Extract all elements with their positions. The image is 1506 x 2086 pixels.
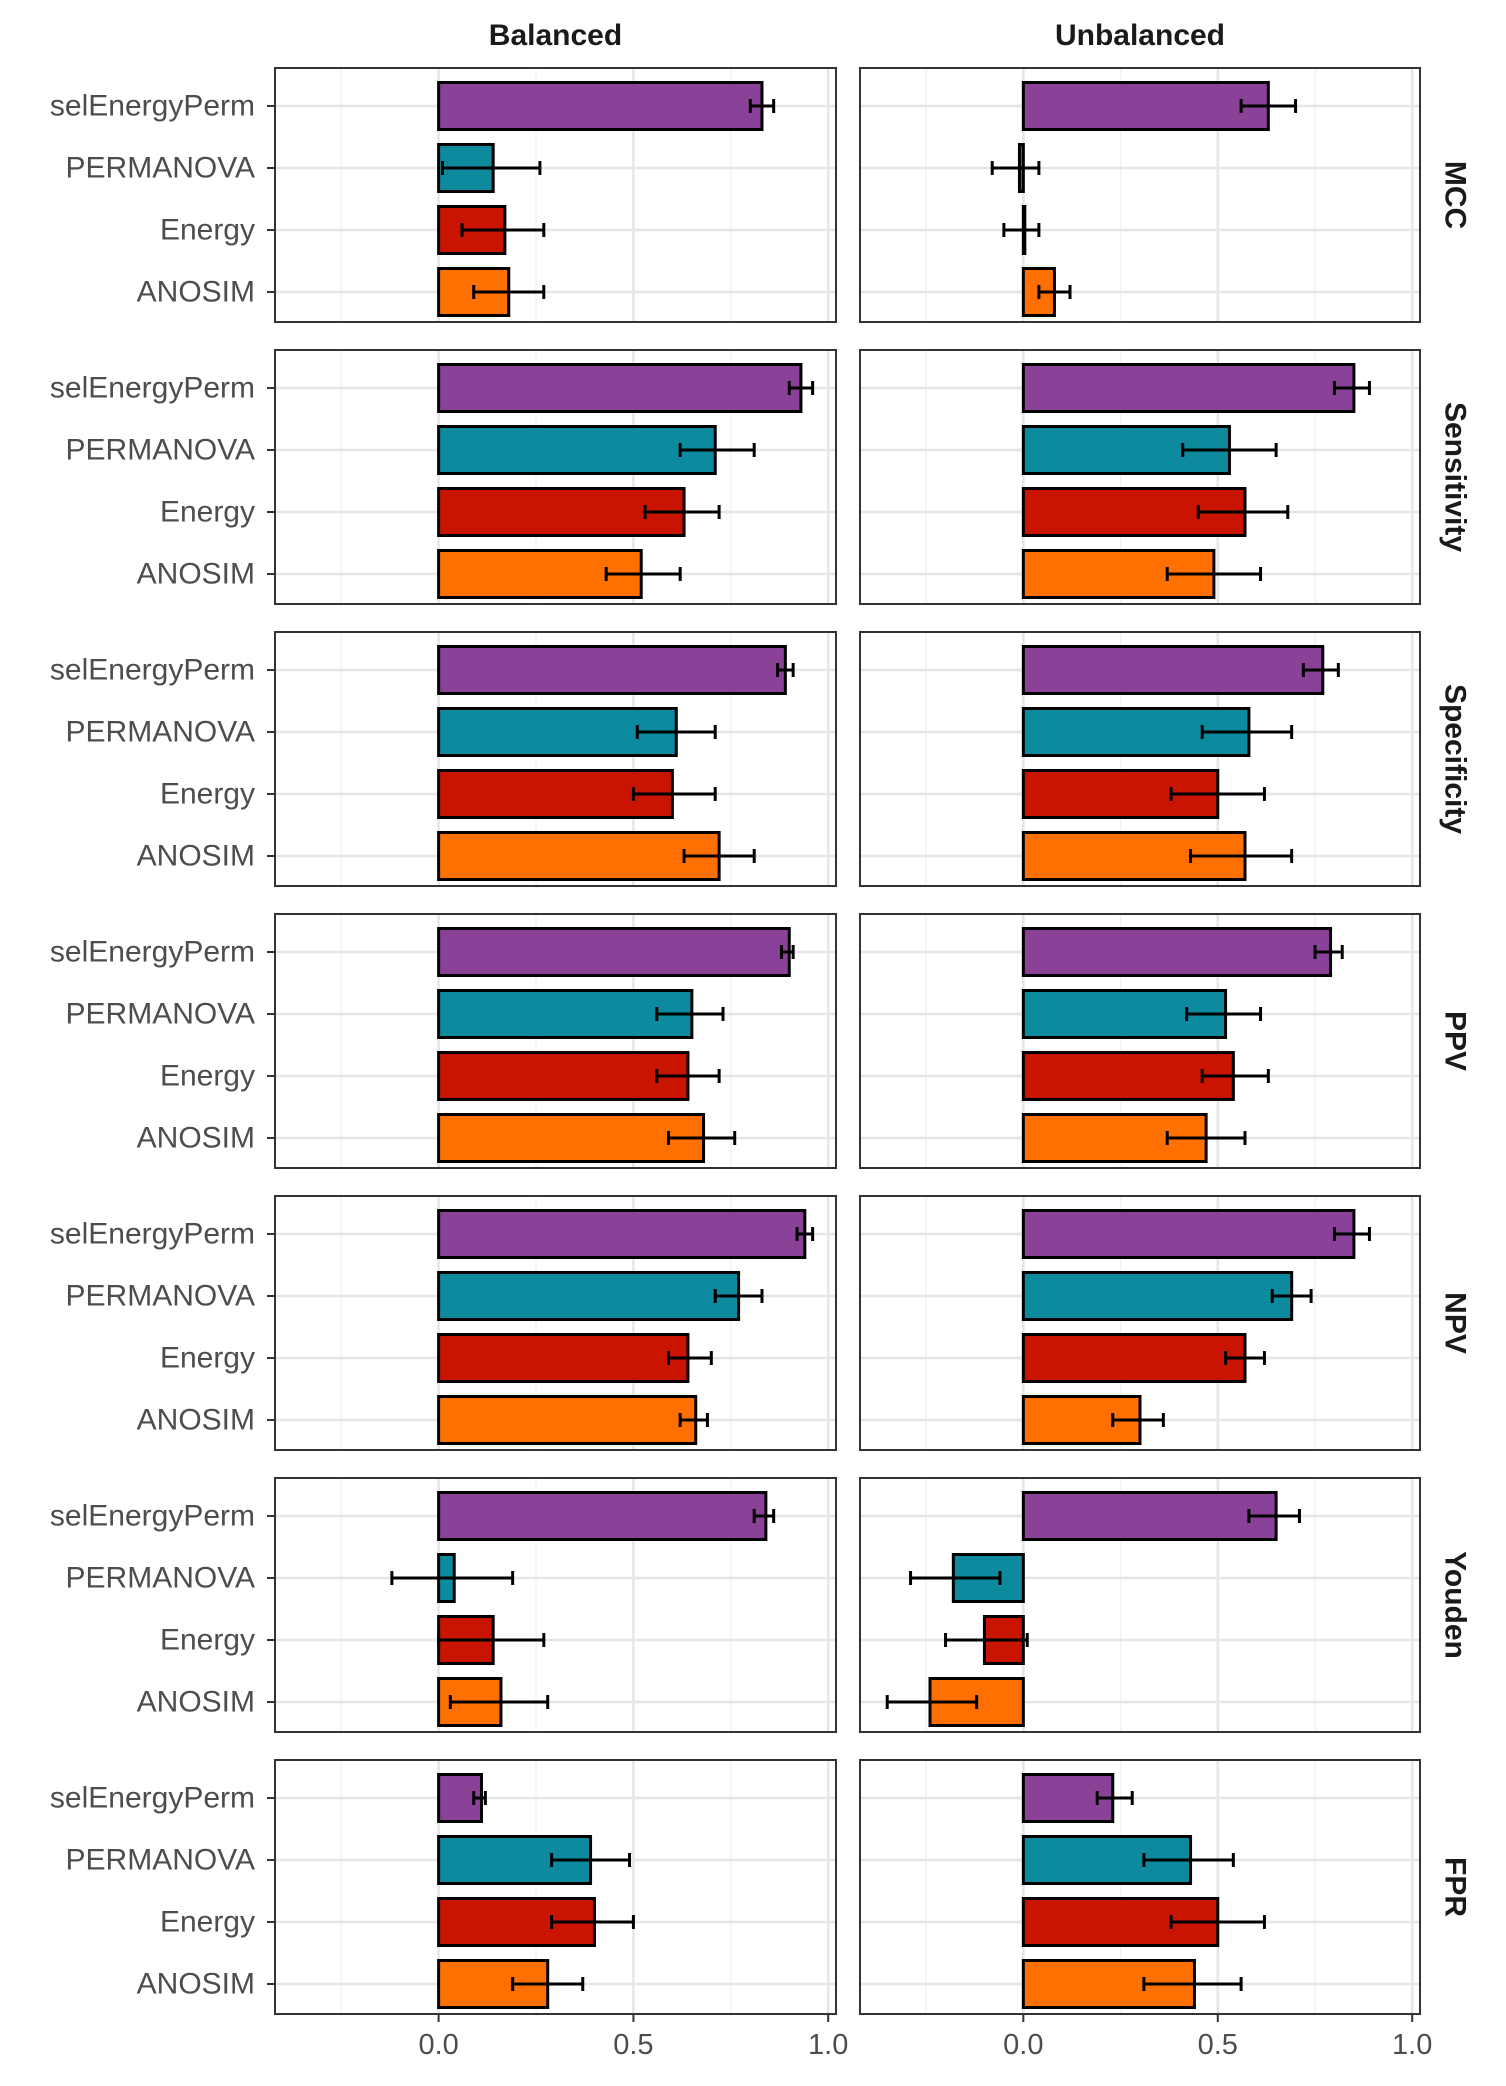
panel-border xyxy=(274,67,837,323)
category-label: ANOSIM xyxy=(137,1404,255,1437)
panel-fpr-unbalanced xyxy=(859,1759,1421,2015)
bar-anosim xyxy=(437,1113,706,1163)
category-label: Energy xyxy=(160,1060,255,1093)
panel-sensitivity-balanced xyxy=(274,349,837,605)
panel-border xyxy=(859,1195,1421,1451)
bar-energy xyxy=(437,1333,690,1383)
category-label: ANOSIM xyxy=(137,1968,255,2001)
row-title-ppv: PPV xyxy=(1439,1011,1472,1071)
panel-specificity-balanced xyxy=(274,631,837,887)
row-title-fpr: FPR xyxy=(1439,1857,1472,1917)
category-label: selEnergyPerm xyxy=(50,90,255,123)
panel-border xyxy=(274,913,837,1169)
bar-permanova xyxy=(437,989,694,1039)
panel-border xyxy=(274,1195,837,1451)
category-label: selEnergyPerm xyxy=(50,372,255,405)
column-title-unbalanced: Unbalanced xyxy=(1055,19,1225,52)
panel-npv-balanced xyxy=(274,1195,837,1451)
bar-selenergyperm xyxy=(1021,1773,1115,1823)
bar-permanova xyxy=(1021,1271,1294,1321)
panel-ppv-balanced xyxy=(274,913,837,1169)
bar-selenergyperm xyxy=(437,81,764,131)
panel-ppv-unbalanced xyxy=(859,913,1421,1169)
category-label: selEnergyPerm xyxy=(50,654,255,687)
bar-selenergyperm xyxy=(1021,363,1356,413)
bar-selenergyperm xyxy=(437,927,791,977)
panel-border xyxy=(274,631,837,887)
category-label: PERMANOVA xyxy=(66,1562,255,1595)
category-label: selEnergyPerm xyxy=(50,936,255,969)
category-label: selEnergyPerm xyxy=(50,1782,255,1815)
bar-permanova xyxy=(437,1271,741,1321)
category-label: Energy xyxy=(160,496,255,529)
panel-fpr-balanced xyxy=(274,1759,837,2015)
panel-youden-balanced xyxy=(274,1477,837,1733)
bar-selenergyperm xyxy=(437,363,803,413)
bar-anosim xyxy=(437,1395,698,1445)
category-label: Energy xyxy=(160,1624,255,1657)
panel-mcc-unbalanced xyxy=(859,67,1421,323)
bar-anosim xyxy=(437,831,721,881)
category-label: PERMANOVA xyxy=(66,998,255,1031)
bar-selenergyperm xyxy=(437,1491,768,1541)
category-label: Energy xyxy=(160,1342,255,1375)
panel-border xyxy=(274,1477,837,1733)
x-tick-label: 0.0 xyxy=(418,2029,458,2061)
x-tick-label: 1.0 xyxy=(808,2029,848,2061)
panel-border xyxy=(859,349,1421,605)
category-label: Energy xyxy=(160,778,255,811)
row-title-sensitivity: Sensitivity xyxy=(1439,402,1472,552)
panel-mcc-balanced xyxy=(274,67,837,323)
category-label: PERMANOVA xyxy=(66,1280,255,1313)
row-title-mcc: MCC xyxy=(1439,161,1472,229)
bar-selenergyperm xyxy=(1021,1209,1356,1259)
category-label: PERMANOVA xyxy=(66,1844,255,1877)
panel-npv-unbalanced xyxy=(859,1195,1421,1451)
panel-border xyxy=(859,1477,1421,1733)
panel-youden-unbalanced xyxy=(859,1477,1421,1733)
panel-sensitivity-unbalanced xyxy=(859,349,1421,605)
category-label: selEnergyPerm xyxy=(50,1500,255,1533)
bar-permanova xyxy=(437,425,717,475)
panel-border xyxy=(859,913,1421,1169)
category-label: ANOSIM xyxy=(137,840,255,873)
panel-border xyxy=(274,1759,837,2015)
x-tick-label: 0.5 xyxy=(613,2029,653,2061)
row-title-specificity: Specificity xyxy=(1439,684,1472,834)
bar-selenergyperm xyxy=(1021,927,1333,977)
x-tick-label: 0.5 xyxy=(1198,2029,1238,2061)
row-title-youden: Youden xyxy=(1439,1551,1472,1659)
panel-border xyxy=(859,631,1421,887)
category-label: ANOSIM xyxy=(137,1122,255,1155)
category-label: ANOSIM xyxy=(137,276,255,309)
panel-border xyxy=(859,1759,1421,2015)
panel-specificity-unbalanced xyxy=(859,631,1421,887)
x-tick-label: 1.0 xyxy=(1392,2029,1432,2061)
bar-selenergyperm xyxy=(1021,645,1325,695)
bar-energy xyxy=(437,1051,690,1101)
bar-energy xyxy=(1021,1333,1247,1383)
bar-selenergyperm xyxy=(437,645,787,695)
category-label: selEnergyPerm xyxy=(50,1218,255,1251)
bar-selenergyperm xyxy=(437,1209,807,1259)
panel-border xyxy=(859,67,1421,323)
category-label: ANOSIM xyxy=(137,558,255,591)
category-label: PERMANOVA xyxy=(66,716,255,749)
category-label: ANOSIM xyxy=(137,1686,255,1719)
category-label: PERMANOVA xyxy=(66,152,255,185)
column-title-balanced: Balanced xyxy=(489,19,622,52)
x-tick-label: 0.0 xyxy=(1003,2029,1043,2061)
category-label: Energy xyxy=(160,214,255,247)
panel-border xyxy=(274,349,837,605)
bar-selenergyperm xyxy=(1021,81,1270,131)
category-label: PERMANOVA xyxy=(66,434,255,467)
bar-selenergyperm xyxy=(1021,1491,1278,1541)
category-label: Energy xyxy=(160,1906,255,1939)
row-title-npv: NPV xyxy=(1439,1292,1472,1354)
